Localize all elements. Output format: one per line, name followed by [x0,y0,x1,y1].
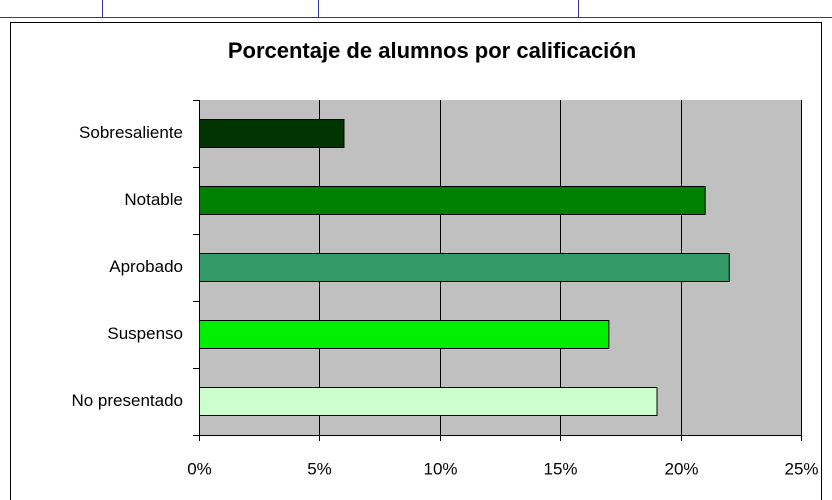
bar [199,186,706,215]
y-tick-label: Notable [124,190,183,209]
x-tick-label: 20% [664,459,698,478]
bar [199,387,658,416]
x-tick-label: 25% [784,459,818,478]
x-tick-label: 5% [307,459,332,478]
bar [199,253,730,282]
x-tick-label: 15% [543,459,577,478]
x-tick-label: 10% [423,459,457,478]
bar [199,320,610,349]
chart-title: Porcentaje de alumnos por calificación [228,38,636,63]
y-tick-label: No presentado [71,391,183,410]
sheet-cells [0,0,832,18]
x-tick-label: 0% [187,459,212,478]
y-tick-label: Suspenso [107,324,183,343]
y-tick-label: Aprobado [109,257,183,276]
y-tick-label: Sobresaliente [79,123,183,142]
bar [199,119,345,148]
